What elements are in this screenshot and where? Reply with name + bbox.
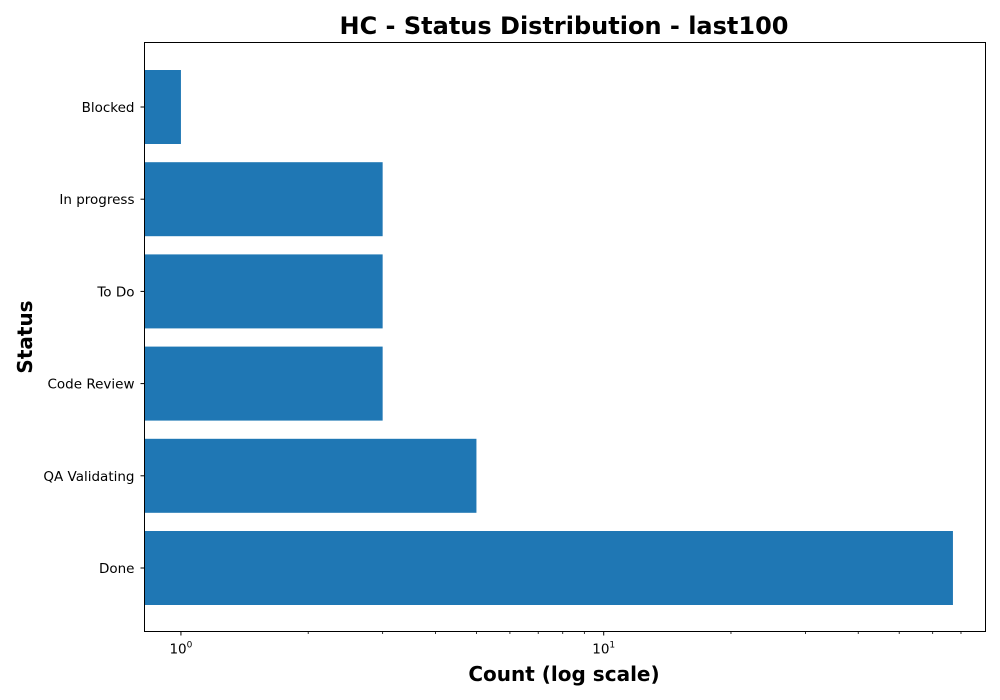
x-tick-label: 101 [592,641,615,658]
bar-blocked [144,70,181,144]
y-tick-label-done: Done [99,561,135,577]
chart-title: HC - Status Distribution - last100 [340,12,789,40]
x-axis-ticks: 100 101 [169,631,962,658]
bar-qa-validating [144,438,477,513]
y-tick-label-qa-validating: QA Validating [43,469,134,485]
y-axis-ticks: Done QA Validating Code Review To Do In prog… [43,100,145,577]
y-tick-label-to-do: To Do [96,284,134,300]
y-tick-label-blocked: Blocked [82,100,135,116]
plot-area-frame [144,42,986,632]
bar-in-progress [144,162,383,237]
y-tick-label-in-progress: In progress [59,192,134,208]
x-axis-label: Count (log scale) [468,662,659,686]
bar-done [144,531,953,605]
y-axis-label: Status [13,300,37,373]
bar-code-review [144,346,383,421]
bars-layer [144,70,953,605]
y-tick-label-code-review: Code Review [47,377,134,393]
x-tick-label: 100 [169,641,192,658]
bar-to-do [144,254,383,329]
